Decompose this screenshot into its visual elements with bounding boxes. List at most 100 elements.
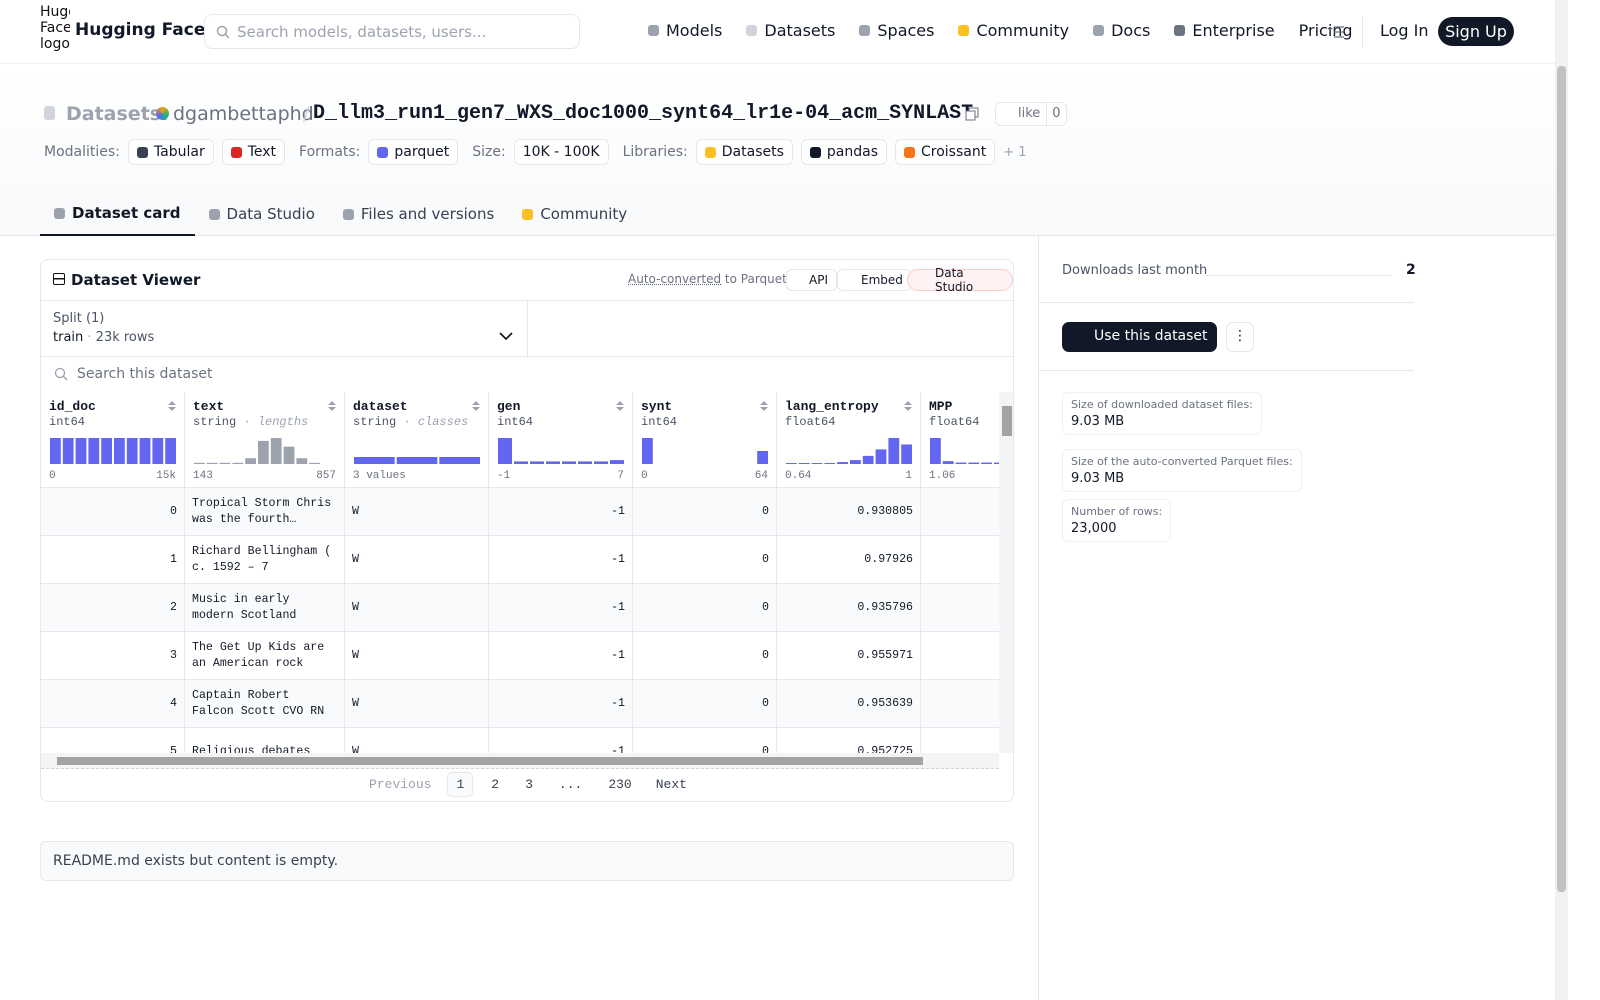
- sort-icon[interactable]: [328, 407, 336, 411]
- like-button[interactable]: like 0: [995, 102, 1067, 126]
- histogram-bar[interactable]: [270, 438, 282, 464]
- h-scrollbar[interactable]: [41, 753, 999, 769]
- copy-icon[interactable]: [965, 107, 979, 121]
- histogram-bar[interactable]: [354, 457, 395, 464]
- use-dataset-button[interactable]: Use this dataset: [1062, 322, 1217, 352]
- column-header[interactable]: dataset string · classes 3 values: [345, 392, 489, 488]
- table-cell[interactable]: -1: [489, 488, 633, 536]
- section-label[interactable]: Datasets:: [66, 103, 169, 125]
- split-select[interactable]: train · 23k rows: [53, 330, 155, 345]
- histogram-bar[interactable]: [139, 438, 151, 464]
- histogram-bar[interactable]: [798, 463, 810, 464]
- histogram-bar[interactable]: [283, 446, 295, 464]
- login[interactable]: Log In: [1380, 21, 1429, 40]
- page-link[interactable]: 3: [525, 777, 533, 792]
- table-cell[interactable]: 1: [41, 536, 185, 584]
- table-cell[interactable]: 0: [41, 488, 185, 536]
- histogram-bar[interactable]: [786, 463, 797, 464]
- table-cell[interactable]: -1: [489, 728, 633, 753]
- table-cell[interactable]: 0: [633, 632, 777, 680]
- sort-icon[interactable]: [328, 401, 336, 405]
- v-scroll-thumb[interactable]: [1002, 406, 1012, 436]
- table-cell[interactable]: [921, 728, 999, 753]
- sort-icon[interactable]: [472, 407, 480, 411]
- histogram-bar[interactable]: [309, 462, 320, 464]
- histogram-bar[interactable]: [562, 461, 576, 464]
- table-cell[interactable]: [921, 680, 999, 728]
- table-cell[interactable]: 2: [41, 584, 185, 632]
- api-button[interactable]: API: [786, 269, 837, 291]
- column-header[interactable]: gen int64 -1 7: [489, 392, 633, 488]
- histogram-bar[interactable]: [862, 455, 874, 464]
- nav-link[interactable]: Datasets: [746, 21, 835, 40]
- brand[interactable]: Hugging Face: [75, 20, 206, 40]
- nav-link[interactable]: Docs: [1093, 21, 1150, 40]
- histogram-bar[interactable]: [981, 462, 992, 464]
- h-scroll-thumb[interactable]: [57, 757, 923, 765]
- column-header[interactable]: lang_entropy float64 0.64 1: [777, 392, 921, 488]
- table-cell[interactable]: 0.935796: [777, 584, 921, 632]
- table-cell[interactable]: 5: [41, 728, 185, 753]
- histogram-bar[interactable]: [114, 438, 125, 464]
- dataset-search[interactable]: Search this dataset: [77, 366, 213, 382]
- search-box[interactable]: Search models, datasets, users...: [204, 14, 580, 49]
- histogram-bar[interactable]: [610, 460, 624, 464]
- table-cell[interactable]: 4: [41, 680, 185, 728]
- page-link[interactable]: ...: [558, 777, 583, 792]
- table-cell[interactable]: 0: [633, 488, 777, 536]
- nav-link[interactable]: Spaces: [859, 21, 934, 40]
- table-cell[interactable]: 0.930805: [777, 488, 921, 536]
- table-cell[interactable]: W: [345, 488, 489, 536]
- table-cell[interactable]: W: [345, 728, 489, 753]
- table-cell[interactable]: Tropical Storm Chris was the fourth…: [185, 488, 345, 536]
- tag[interactable]: Datasets: [695, 139, 793, 165]
- histogram-bar[interactable]: [498, 438, 512, 464]
- next[interactable]: Next: [655, 777, 687, 792]
- data-studio-button[interactable]: Data Studio: [907, 266, 1013, 294]
- column-header[interactable]: MPP float64 1.06: [921, 392, 999, 488]
- histogram-bar[interactable]: [396, 457, 438, 464]
- tag[interactable]: Tabular: [127, 139, 214, 165]
- histogram-bar[interactable]: [75, 438, 87, 464]
- table-cell[interactable]: [921, 488, 999, 536]
- histogram-bar[interactable]: [578, 461, 592, 464]
- histogram-bar[interactable]: [206, 462, 218, 464]
- table-cell[interactable]: Music in early modern Scotland includes …: [185, 584, 345, 632]
- sort-icon[interactable]: [616, 407, 624, 411]
- histogram-bar[interactable]: [88, 438, 100, 464]
- nav-link[interactable]: Community: [958, 21, 1069, 40]
- histogram-bar[interactable]: [757, 451, 768, 464]
- table-cell[interactable]: [921, 632, 999, 680]
- table-cell[interactable]: -1: [489, 584, 633, 632]
- previous[interactable]: Previous: [369, 777, 432, 792]
- histogram-bar[interactable]: [837, 462, 848, 464]
- nav-link[interactable]: Pricing: [1299, 21, 1353, 40]
- nav-link[interactable]: Enterprise: [1174, 21, 1275, 40]
- tag[interactable]: 10K - 100K: [513, 139, 609, 165]
- sort-icon[interactable]: [904, 407, 912, 411]
- table-cell[interactable]: 0: [633, 584, 777, 632]
- histogram-bar[interactable]: [126, 438, 138, 464]
- signup-button[interactable]: Sign Up: [1438, 17, 1514, 46]
- table-cell[interactable]: Richard Bellingham ( c. 1592 – 7 Decembe…: [185, 536, 345, 584]
- column-header[interactable]: id_doc int64 0 15k: [41, 392, 185, 488]
- more-tags[interactable]: + 1: [1003, 144, 1027, 160]
- table-cell[interactable]: W: [345, 536, 489, 584]
- table-cell[interactable]: 0.952725: [777, 728, 921, 753]
- table-cell[interactable]: W: [345, 680, 489, 728]
- chevron[interactable]: [499, 332, 513, 341]
- histogram-bar[interactable]: [942, 461, 954, 464]
- histogram-bar[interactable]: [62, 438, 74, 464]
- tab[interactable]: Dataset card: [40, 192, 195, 236]
- tag[interactable]: pandas: [800, 139, 887, 165]
- histogram-bar[interactable]: [888, 438, 900, 464]
- histogram-bar[interactable]: [811, 463, 823, 464]
- table-cell[interactable]: -1: [489, 536, 633, 584]
- tab[interactable]: Community: [508, 192, 641, 236]
- tag[interactable]: Text: [221, 139, 286, 165]
- histogram-bar[interactable]: [594, 461, 608, 464]
- sort-icon[interactable]: [168, 407, 176, 411]
- histogram-bar[interactable]: [439, 457, 480, 464]
- embed-button[interactable]: Embed: [837, 269, 912, 291]
- histogram-bar[interactable]: [824, 463, 836, 464]
